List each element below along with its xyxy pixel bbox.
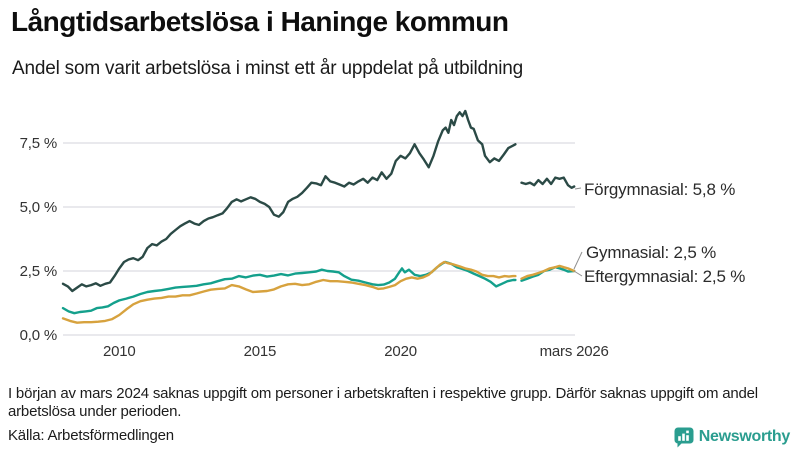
page-subtitle: Andel som varit arbetslösa i minst ett å… [12, 58, 524, 79]
series-end-label-gymnasial: Gymnasial: 2,5 % [586, 243, 717, 262]
newsworthy-logo: Newsworthy [674, 426, 790, 448]
chart-footnote: I början av mars 2024 saknas uppgift om … [8, 385, 758, 420]
x-axis-tick-label: mars 2026 [539, 343, 609, 360]
series-end-label-eftergymnasial: Eftergymnasial: 2,5 % [584, 267, 746, 286]
x-axis-tick-label: 2010 [102, 343, 136, 360]
series-line-eftergymnasial [61, 260, 517, 324]
x-axis-tick-label: 2020 [384, 343, 417, 360]
series-line-förgymnasial [520, 176, 576, 190]
series-line-eftergymnasial [520, 264, 576, 280]
source-credit: Källa: Arbetsförmedlingen [8, 427, 174, 444]
series-end-label-forgymnasial: Förgymnasial: 5,8 % [584, 180, 736, 199]
x-axis-tick-label: 2015 [243, 343, 277, 360]
y-axis-tick-label: 5,0 % [19, 199, 58, 216]
newsworthy-wordmark: Newsworthy [698, 428, 791, 445]
label-connector [573, 270, 583, 277]
label-connector [574, 187, 582, 190]
page-title: Långtidsarbetslösa i Haninge kommun [11, 6, 509, 37]
y-axis-tick-label: 2,5 % [19, 263, 58, 280]
y-axis-tick-label: 0,0 % [19, 327, 58, 344]
series-line-förgymnasial [61, 109, 517, 293]
newsworthy-bubble-chart-icon [674, 427, 694, 447]
label-connector [573, 251, 583, 270]
y-axis-tick-label: 7,5 % [19, 135, 58, 152]
